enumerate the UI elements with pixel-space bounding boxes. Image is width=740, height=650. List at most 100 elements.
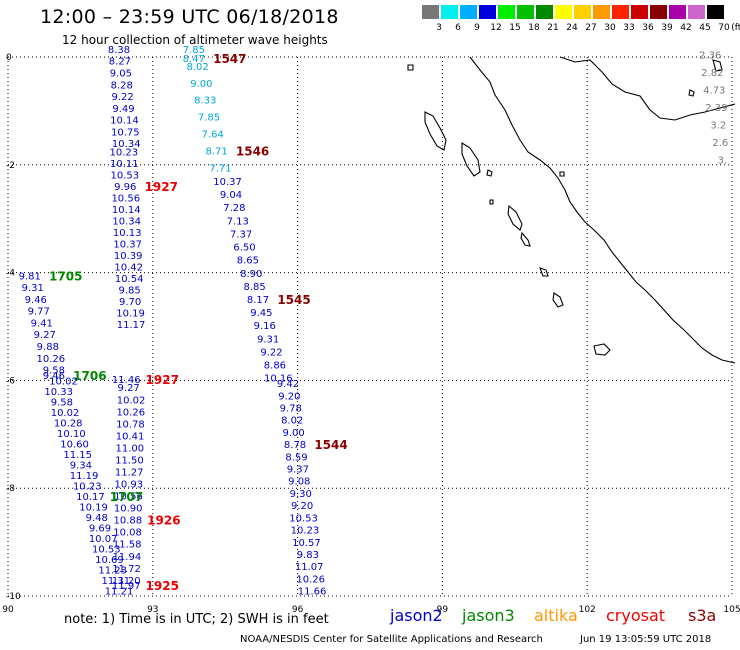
wave-height-value: 7.37 bbox=[230, 229, 252, 240]
wave-height-value: 9.31 bbox=[257, 334, 279, 345]
wave-height-value: 9.41 bbox=[31, 318, 53, 329]
wave-height-value: 10.37 bbox=[113, 239, 142, 250]
wave-height-value: 9.27 bbox=[34, 330, 56, 341]
wave-height-value: 10.02 bbox=[117, 395, 146, 406]
wave-height-value: 11.46 bbox=[112, 375, 141, 386]
lon-tick-label: 99 bbox=[437, 605, 449, 615]
generated-timestamp: Jun 19 13:05:59 UTC 2018 bbox=[580, 634, 712, 645]
wave-height-value: 10.07 bbox=[89, 534, 118, 545]
wave-height-value: 9.27 bbox=[118, 383, 140, 394]
wave-height-value: 3.2 bbox=[710, 120, 726, 131]
wave-height-value: 10.13 bbox=[113, 228, 142, 239]
wave-height-value: 8.59 bbox=[285, 452, 307, 463]
wave-height-value: 10.23 bbox=[73, 482, 102, 493]
altimeter-tracks: 8.388.279.058.289.229.4910.1410.7510.341… bbox=[19, 45, 729, 598]
satellite-jason2: jason2 bbox=[390, 606, 443, 625]
legend-swatch bbox=[612, 5, 629, 19]
legend-swatch bbox=[479, 5, 496, 19]
islet-3 bbox=[489, 199, 494, 205]
wave-height-value: 10.56 bbox=[114, 492, 143, 503]
simeulue-island bbox=[424, 111, 447, 151]
wave-height-value: 2.82 bbox=[701, 68, 723, 79]
wave-height-value: 9.04 bbox=[220, 190, 242, 201]
islet-2 bbox=[559, 171, 565, 177]
wave-height-value: 8.02 bbox=[186, 62, 208, 73]
wave-height-value: 9.20 bbox=[291, 501, 313, 512]
lon-tick-label: 90 bbox=[2, 605, 14, 615]
banyak-island bbox=[486, 169, 493, 177]
wave-height-value: 9.16 bbox=[254, 321, 276, 332]
legend-label: 27 bbox=[585, 23, 597, 33]
wave-height-value: 2.36 bbox=[699, 50, 721, 61]
legend-label: 3 bbox=[436, 23, 442, 33]
wave-height-value: 9.22 bbox=[112, 92, 134, 103]
wave-height-value: 2.39 bbox=[705, 103, 727, 114]
islet-1 bbox=[407, 64, 414, 71]
wave-height-value: 9.22 bbox=[260, 347, 282, 358]
pass-time-label: 1926 bbox=[147, 514, 180, 528]
sumatra-coast bbox=[469, 56, 736, 364]
lon-tick-label: 93 bbox=[147, 605, 158, 615]
wave-height-value: 11.20 bbox=[112, 576, 141, 587]
wave-height-value: 11.50 bbox=[115, 455, 144, 466]
lon-tick-label: 96 bbox=[292, 605, 304, 615]
legend-label: 70 bbox=[718, 23, 730, 33]
wave-height-value: 10.02 bbox=[51, 408, 80, 419]
wave-height-value: 10.41 bbox=[116, 431, 145, 442]
axis-ticks: 90 93 96 99 102 105 0 -2 -4 -6 -8 -10 bbox=[2, 53, 740, 615]
wave-height-value: 10.90 bbox=[114, 504, 143, 515]
legend-swatch bbox=[593, 5, 610, 19]
track-cryosat-1927b: 11.46 1927 9.27 bbox=[112, 373, 179, 394]
legend-label: 24 bbox=[566, 23, 578, 33]
wave-height-value: 10.26 bbox=[296, 574, 325, 585]
wave-height-value: 10.16 bbox=[264, 374, 293, 385]
pass-time-label: 1546 bbox=[236, 145, 269, 159]
wave-height-value: 7.71 bbox=[209, 163, 231, 174]
wave-height-value: 10.88 bbox=[114, 516, 143, 527]
wave-height-value: 11.23 bbox=[98, 566, 127, 577]
wave-height-value: 9.20 bbox=[278, 391, 300, 402]
track-edge-track: 2.36 2.82 4.73 2.39 3.2 2.6 3. bbox=[699, 50, 728, 166]
wave-height-value: 10.19 bbox=[79, 503, 108, 514]
pass-time-label: 1547 bbox=[213, 52, 246, 66]
wave-height-value: 9.85 bbox=[118, 285, 140, 296]
malay-coast bbox=[559, 56, 736, 121]
legend-swatch bbox=[574, 5, 591, 19]
wave-height-value: 8.02 bbox=[281, 416, 303, 427]
wave-height-value: 11.07 bbox=[295, 562, 324, 573]
legend-swatch bbox=[669, 5, 686, 19]
wave-height-value: 9.08 bbox=[288, 477, 310, 488]
legend-unit: (ft) bbox=[731, 23, 740, 33]
wave-height-value: 10.53 bbox=[110, 170, 139, 181]
legend-swatch bbox=[650, 5, 667, 19]
wave-height-value: 10.93 bbox=[115, 480, 144, 491]
wave-height-value: 9.48 bbox=[86, 513, 108, 524]
satellite-jason3: jason3 bbox=[462, 606, 515, 625]
pagai-island-2 bbox=[552, 292, 564, 308]
wave-height-value: 9.30 bbox=[290, 489, 312, 500]
pass-time-label: 1705 bbox=[49, 269, 82, 283]
wave-height-value: 10.11 bbox=[110, 159, 139, 170]
wave-height-value: 11.31 bbox=[102, 576, 131, 587]
wave-height-value: 11.58 bbox=[113, 540, 142, 551]
pagai-island bbox=[539, 267, 549, 277]
legend-label: 30 bbox=[604, 23, 616, 33]
wave-height-value: 10.37 bbox=[213, 177, 242, 188]
legend-label: 18 bbox=[528, 23, 540, 33]
wave-height-value: 9.46 bbox=[25, 295, 47, 306]
wave-height-value: 10.08 bbox=[113, 528, 142, 539]
track-s3a-1546: 7.85 8.02 9.00 8.33 7.85 7.64 8.71 1546 7.71 bbox=[183, 45, 270, 175]
wave-height-value: 10.34 bbox=[112, 139, 141, 150]
wave-height-value: 10.23 bbox=[110, 147, 139, 158]
wave-height-value: 11.66 bbox=[298, 587, 327, 598]
wave-height-value: 11.72 bbox=[112, 564, 141, 575]
wave-height-value: 6.50 bbox=[233, 243, 255, 254]
lat-tick-label: -4 bbox=[6, 269, 15, 279]
wave-height-value: 10.14 bbox=[112, 205, 141, 216]
wave-height-value: 10.75 bbox=[111, 127, 140, 138]
wave-height-value: 9.70 bbox=[119, 297, 141, 308]
wave-height-value: 10.54 bbox=[115, 274, 144, 285]
legend-label: 6 bbox=[455, 23, 461, 33]
